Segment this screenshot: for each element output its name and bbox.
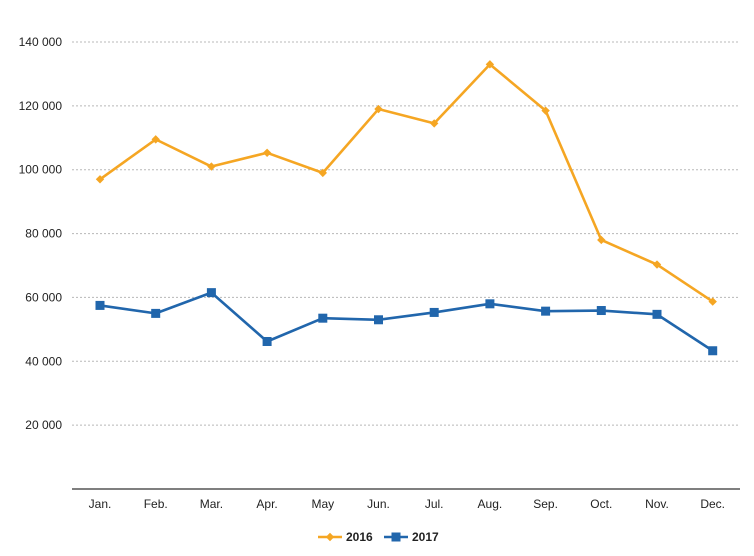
data-point-2016 <box>151 135 160 144</box>
x-tick-label: Jul. <box>425 497 444 511</box>
y-tick-label: 20 000 <box>25 418 62 432</box>
x-tick-label: Aug. <box>478 497 503 511</box>
legend-swatch-marker <box>391 532 401 542</box>
legend-swatch-marker <box>325 532 335 542</box>
data-point-2017 <box>596 306 606 316</box>
y-tick-label: 120 000 <box>19 99 63 113</box>
data-point-2017 <box>485 299 495 309</box>
data-point-2016 <box>374 104 383 114</box>
data-point-2017 <box>541 306 551 316</box>
data-point-2017 <box>151 308 161 318</box>
x-tick-label: Dec. <box>700 497 725 511</box>
x-tick-label: Oct. <box>590 497 612 511</box>
data-point-2016 <box>485 60 495 69</box>
x-axis-tick-labels: Jan. Feb. Mar. Apr. May Jun. Jul. Aug. Sep. Oct. N… <box>89 497 725 511</box>
data-point-2017 <box>652 309 662 319</box>
data-point-2017 <box>262 336 272 346</box>
data-point-2016 <box>652 260 662 269</box>
legend-label: 2017 <box>412 530 439 544</box>
data-point-2016 <box>541 106 550 115</box>
y-axis-tick-labels: 20 000 40 000 60 000 80 000 100 000 120 000 14… <box>19 35 63 432</box>
data-point-2016 <box>430 119 439 128</box>
legend-label: 2016 <box>346 530 373 544</box>
legend-item-2016: 2016 <box>318 530 373 544</box>
data-point-2016 <box>262 148 272 157</box>
x-tick-label: Feb. <box>144 497 168 511</box>
y-tick-label: 60 000 <box>25 290 62 304</box>
x-tick-label: May <box>311 497 334 511</box>
data-point-2016 <box>597 235 606 245</box>
legend-item-2017: 2017 <box>384 530 439 544</box>
data-point-2017 <box>206 288 216 298</box>
data-point-2017 <box>429 307 439 317</box>
series-2016 <box>95 60 717 306</box>
series <box>95 60 718 356</box>
data-point-2016 <box>708 297 717 306</box>
data-point-2016 <box>207 162 216 171</box>
data-point-2017 <box>95 300 105 310</box>
series-line-2016 <box>99 63 714 303</box>
data-point-2017 <box>708 346 718 356</box>
data-point-2017 <box>374 315 383 325</box>
data-point-2016 <box>95 175 105 184</box>
x-tick-label: Mar. <box>200 497 223 511</box>
y-tick-label: 80 000 <box>25 227 62 241</box>
series-2017 <box>95 288 718 356</box>
gridlines <box>72 41 740 426</box>
x-tick-label: Jun. <box>367 497 390 511</box>
y-tick-label: 100 000 <box>19 163 63 177</box>
y-tick-label: 140 000 <box>19 35 63 49</box>
x-tick-label: Jan. <box>89 497 112 511</box>
y-tick-label: 40 000 <box>25 354 62 368</box>
legend: 2016 2017 <box>318 530 439 544</box>
x-tick-label: Apr. <box>256 497 277 511</box>
data-point-2017 <box>318 313 328 323</box>
x-tick-label: Sep. <box>533 497 558 511</box>
data-point-2016 <box>318 168 327 178</box>
x-tick-label: Nov. <box>645 497 669 511</box>
series-line-2017 <box>99 291 714 352</box>
